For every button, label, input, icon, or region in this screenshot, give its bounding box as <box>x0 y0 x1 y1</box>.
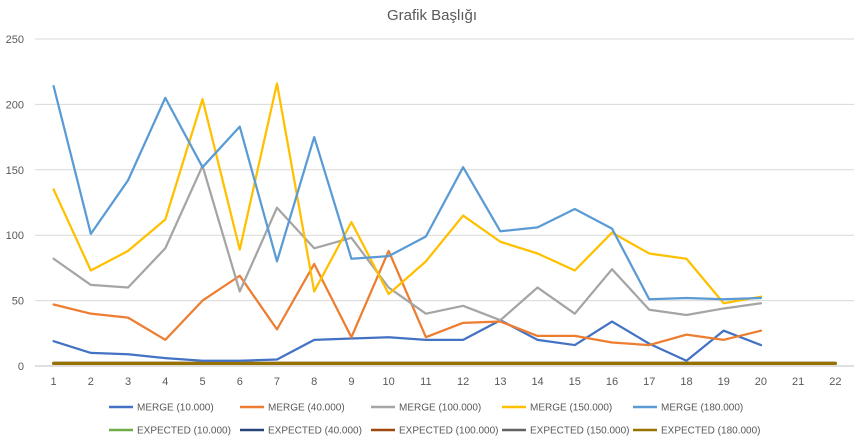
y-tick-label: 50 <box>12 296 24 308</box>
x-tick-label: 1 <box>51 376 57 388</box>
x-axis: 1 2 3 4 5 6 7 8 9 10 11 12 13 14 15 16 17 18 19 20 21 22 <box>51 376 842 388</box>
legend-label: MERGE (180.000) <box>661 403 743 414</box>
x-tick-label: 13 <box>494 376 506 388</box>
x-tick-label: 22 <box>829 376 841 388</box>
series-line-merge-10-000 <box>52 319 763 362</box>
x-tick-label: 14 <box>531 376 543 388</box>
legend-label: MERGE (100.000) <box>399 403 481 414</box>
legend-label: MERGE (40.000) <box>268 403 345 414</box>
x-tick-label: 9 <box>348 376 354 388</box>
series-line-merge-180-000 <box>52 84 763 301</box>
x-tick-label: 17 <box>643 376 655 388</box>
x-tick-label: 18 <box>680 376 692 388</box>
x-tick-label: 16 <box>606 376 618 388</box>
x-tick-label: 2 <box>88 376 94 388</box>
x-tick-label: 6 <box>237 376 243 388</box>
legend-label: MERGE (10.000) <box>137 403 214 414</box>
chart-title: Grafik Başlığı <box>387 7 477 24</box>
x-tick-label: 21 <box>792 376 804 388</box>
series-line-merge-150-000 <box>52 82 763 305</box>
x-tick-label: 19 <box>718 376 730 388</box>
legend: MERGE (10.000) MERGE (40.000) MERGE (100.0… <box>109 403 761 437</box>
y-tick-label: 200 <box>6 99 24 111</box>
y-tick-label: 100 <box>6 230 24 242</box>
y-tick-label: 0 <box>18 361 24 373</box>
y-tick-label: 150 <box>6 165 24 177</box>
series-line-merge-40-000 <box>52 249 763 347</box>
y-tick-label: 250 <box>6 34 24 46</box>
x-tick-label: 11 <box>420 376 431 388</box>
x-tick-label: 8 <box>311 376 317 388</box>
x-tick-label: 3 <box>125 376 131 388</box>
x-tick-label: 4 <box>162 376 168 388</box>
x-tick-label: 20 <box>755 376 767 388</box>
legend-label: EXPECTED (180.000) <box>661 426 761 437</box>
legend-label: EXPECTED (10.000) <box>137 426 231 437</box>
legend-label: EXPECTED (150.000) <box>530 426 630 437</box>
x-tick-label: 5 <box>199 376 205 388</box>
x-tick-label: 12 <box>457 376 469 388</box>
x-tick-label: 10 <box>383 376 395 388</box>
legend-label: EXPECTED (100.000) <box>399 426 499 437</box>
legend-label: EXPECTED (40.000) <box>268 426 362 437</box>
legend-label: MERGE (150.000) <box>530 403 612 414</box>
y-axis: 0 50 100 150 200 250 <box>6 34 24 373</box>
series-line-merge-100-000 <box>52 164 763 322</box>
plot-area <box>52 82 837 365</box>
x-tick-label: 7 <box>274 376 280 388</box>
x-tick-label: 15 <box>569 376 581 388</box>
